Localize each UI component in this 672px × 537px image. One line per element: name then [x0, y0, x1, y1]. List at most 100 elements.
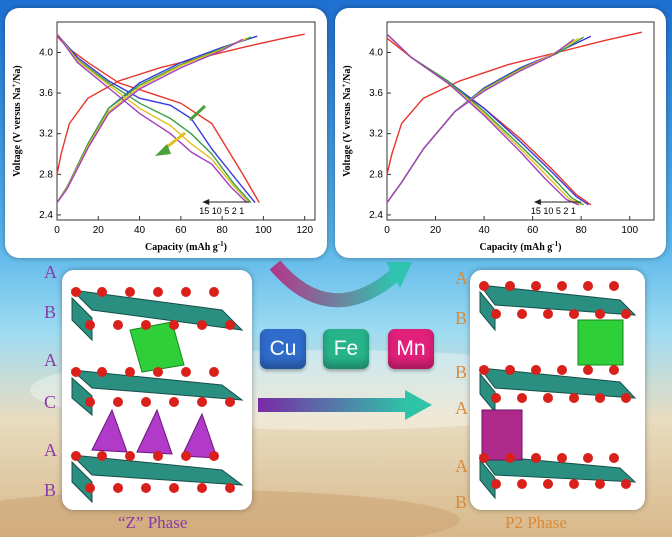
z-stack-label: B	[44, 302, 57, 322]
y-tick-label: 2.8	[39, 169, 53, 180]
cycle-numbers-label: 15 10 5 2 1	[531, 206, 576, 216]
oxygen-atom	[609, 281, 619, 291]
oxygen-atom	[225, 483, 235, 493]
oxygen-atom	[181, 287, 191, 297]
oxygen-atom	[141, 320, 151, 330]
z-phase-structure	[62, 270, 252, 510]
oxygen-atom	[85, 483, 95, 493]
oxygen-atom	[125, 287, 135, 297]
oxygen-atom	[609, 453, 619, 463]
voltage-capacity-chart-left: 0 20 40 60 80 100 120 2.4 2.8 3.2 3.6 4.0 Capacity (…	[10, 21, 316, 253]
voltage-capacity-chart-right: 0 20 40 60 80 100 2.4 2.8 3.2 3.6 4.0 Capacity (mAh…	[340, 21, 655, 253]
oxygen-atom	[153, 451, 163, 461]
p2-phase-structure	[470, 270, 645, 510]
series-discharge-curve-2	[386, 33, 584, 206]
x-tick-label: 40	[134, 225, 146, 236]
oxygen-atom	[569, 309, 579, 319]
oxygen-atom	[153, 287, 163, 297]
x-tick-label: 20	[430, 225, 442, 236]
y-tick-label: 2.4	[39, 210, 53, 221]
oxygen-atom	[209, 367, 219, 377]
series-discharge-curve-4	[56, 33, 248, 204]
oxygen-atom	[583, 453, 593, 463]
series-discharge-curve-4	[386, 33, 580, 206]
oxygen-atom	[181, 451, 191, 461]
z-stack-label: A	[44, 262, 57, 282]
element-badge-mn: Mn	[388, 329, 434, 369]
oxygen-atom	[543, 393, 553, 403]
oxygen-atom	[557, 281, 567, 291]
oxygen-atom	[97, 451, 107, 461]
oxygen-atom	[113, 483, 123, 493]
trend-arrow-head	[155, 144, 171, 156]
z-stack-label: A	[44, 440, 57, 460]
oxygen-atom	[557, 365, 567, 375]
z-phase-crystal-image	[70, 287, 244, 504]
chart-panel-right: 0 20 40 60 80 100 2.4 2.8 3.2 3.6 4.0 Capacity (mAh…	[335, 8, 666, 258]
x-tick-label: 0	[54, 225, 60, 236]
x-tick-label: 20	[93, 225, 105, 236]
z-stack-label: C	[44, 392, 57, 412]
oxygen-atom	[85, 320, 95, 330]
oxygen-atom	[491, 393, 501, 403]
x-axis-label: Capacity (mAh g-1)	[480, 240, 562, 253]
oxygen-atom	[543, 309, 553, 319]
p2-phase-crystal-image	[478, 281, 637, 500]
oxygen-atom	[505, 453, 515, 463]
x-tick-label: 100	[621, 225, 638, 236]
oxygen-atom	[491, 309, 501, 319]
element-badge-fe: Fe	[323, 329, 369, 369]
oxygen-atom	[209, 451, 219, 461]
oxygen-atom	[225, 320, 235, 330]
series-charge-curve-0	[56, 33, 305, 175]
oxygen-atom	[557, 453, 567, 463]
oxygen-atom	[113, 320, 123, 330]
z-stack-label: B	[44, 480, 57, 500]
y-tick-label: 3.2	[369, 129, 383, 140]
oxygen-atom	[609, 365, 619, 375]
trend-arrow	[188, 104, 207, 122]
x-tick-label: 120	[296, 225, 313, 236]
oxygen-atom	[531, 365, 541, 375]
oxygen-atom	[169, 483, 179, 493]
oxygen-atom	[71, 367, 81, 377]
oxygen-atom	[479, 453, 489, 463]
oxygen-atom	[225, 397, 235, 407]
oxygen-atom	[169, 397, 179, 407]
oxygen-atom	[595, 309, 605, 319]
x-tick-label: 80	[576, 225, 588, 236]
oxygen-atom	[621, 479, 631, 489]
oxygen-atom	[197, 397, 207, 407]
oxygen-atom	[517, 393, 527, 403]
y-tick-label: 4.0	[369, 47, 383, 58]
x-tick-label: 0	[384, 225, 390, 236]
oxygen-atom	[621, 309, 631, 319]
oxygen-atom	[71, 287, 81, 297]
oxygen-atom	[153, 367, 163, 377]
y-axis-label: Voltage (V versus Na+/Na)	[10, 65, 23, 177]
y-tick-label: 3.2	[39, 129, 53, 140]
p2-phase-caption: P2 Phase	[505, 513, 567, 532]
y-tick-label: 3.6	[369, 88, 383, 99]
z-phase-caption: “Z” Phase	[118, 513, 188, 532]
z-stack-label: A	[44, 350, 57, 370]
y-tick-label: 2.4	[369, 210, 383, 221]
oxygen-atom	[97, 287, 107, 297]
oxygen-atom	[71, 451, 81, 461]
series-charge-curve-2	[386, 36, 584, 204]
oxygen-atom	[595, 393, 605, 403]
oxygen-atom	[531, 281, 541, 291]
p2-stack-label: A	[455, 268, 468, 288]
x-tick-label: 100	[255, 225, 272, 236]
y-tick-label: 2.8	[369, 169, 383, 180]
oxygen-atom	[621, 393, 631, 403]
y-axis-label: Voltage (V versus Na+/Na)	[340, 65, 353, 177]
oxygen-atom	[583, 365, 593, 375]
oxygen-atom	[569, 393, 579, 403]
oxygen-atom	[181, 367, 191, 377]
p2-stack-label: B	[455, 362, 468, 382]
oxygen-atom	[569, 479, 579, 489]
oxygen-atom	[197, 320, 207, 330]
oxygen-atom	[113, 397, 123, 407]
x-tick-label: 60	[175, 225, 187, 236]
